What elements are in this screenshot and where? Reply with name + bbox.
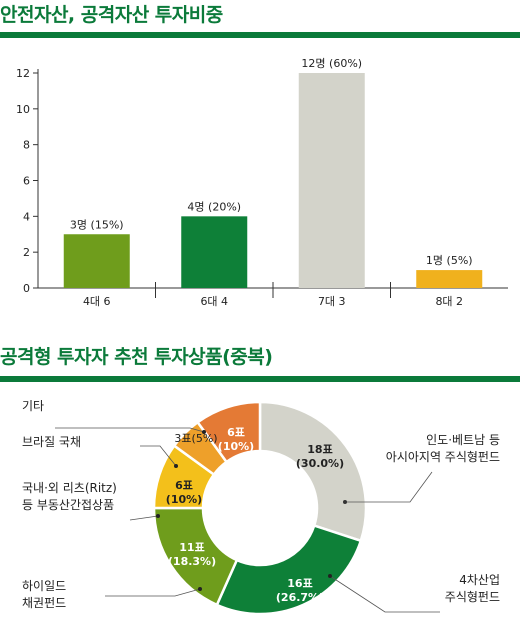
bar	[416, 270, 483, 288]
leader-dot	[198, 587, 202, 591]
donut-slice	[215, 524, 363, 616]
leader-dot	[156, 514, 160, 518]
slice-name-label: 인도·베트남 등	[426, 433, 500, 447]
leader-line	[345, 471, 433, 503]
slice-value-label: 18표	[307, 443, 332, 456]
bar-value-label: 1명 (5%)	[426, 254, 473, 267]
slice-value-label: 3표(5%)	[174, 432, 217, 445]
slice-name-label: 기타	[22, 399, 44, 413]
leader-line	[329, 575, 440, 613]
y-tick-label: 8	[23, 139, 30, 152]
slice-value-label: 6표	[175, 479, 193, 492]
bar	[181, 216, 248, 288]
bar-chart-title: 안전자산, 공격자산 투자비중	[0, 4, 223, 26]
bar-chart-title-rule	[0, 32, 520, 38]
leader-line	[55, 427, 205, 433]
leader-line	[129, 515, 159, 521]
donut-chart-title: 공격형 투자자 추천 투자상품(중복)	[0, 346, 273, 368]
slice-percent-label: (18.3%)	[168, 555, 216, 568]
y-tick-label: 2	[23, 246, 30, 259]
x-category-label: 4대 6	[83, 295, 111, 308]
slice-name-label: 아시아지역 주식형펀드	[386, 450, 500, 464]
y-tick-label: 6	[23, 175, 30, 188]
slice-percent-label: (10%)	[166, 493, 202, 506]
slice-name-label: 하이일드	[22, 579, 66, 593]
leader-dot	[202, 430, 206, 434]
slice-name-label: 등 부동산간접상품	[22, 498, 114, 512]
bar-value-label: 12명 (60%)	[301, 57, 362, 70]
bar-value-label: 3명 (15%)	[70, 218, 124, 231]
bar	[63, 234, 130, 288]
x-category-label: 8대 2	[435, 295, 463, 308]
slice-value-label: 6표	[227, 426, 245, 439]
slice-name-label: 주식형펀드	[445, 590, 500, 604]
slice-name-label: 채권펀드	[22, 596, 66, 610]
slice-name-label: 브라질 국채	[22, 435, 81, 449]
leader-dot	[343, 500, 347, 504]
slice-percent-label: (26.7%)	[276, 591, 324, 604]
slice-value-label: 11표	[179, 541, 204, 554]
donut-chart-title-rule	[0, 376, 520, 382]
slice-name-label: 4차산업	[459, 573, 500, 587]
x-category-label: 6대 4	[200, 295, 228, 308]
slice-name-label: 국내·외 리츠(Ritz)	[22, 481, 117, 495]
bar-value-label: 4명 (20%)	[187, 200, 241, 213]
donut-slice	[195, 400, 262, 464]
y-tick-label: 4	[23, 210, 30, 223]
bar	[298, 73, 365, 288]
y-tick-label: 10	[16, 103, 30, 116]
slice-value-label: 16표	[287, 577, 312, 590]
donut-slice	[258, 400, 368, 543]
leader-line	[140, 445, 177, 467]
bar-chart: 0 2 4 6 8 10 12 3명 (15%) 4대 6 4명 (20%) 6대 4 12명 (60…	[16, 57, 508, 308]
leader-line	[105, 588, 201, 597]
slice-percent-label: (10%)	[218, 440, 254, 453]
y-tick-label: 0	[23, 282, 30, 295]
leader-dot	[174, 464, 178, 468]
x-category-label: 7대 3	[318, 295, 346, 308]
slice-percent-label: (30.0%)	[296, 457, 344, 470]
y-tick-label: 12	[16, 67, 30, 80]
leader-dot	[328, 574, 332, 578]
